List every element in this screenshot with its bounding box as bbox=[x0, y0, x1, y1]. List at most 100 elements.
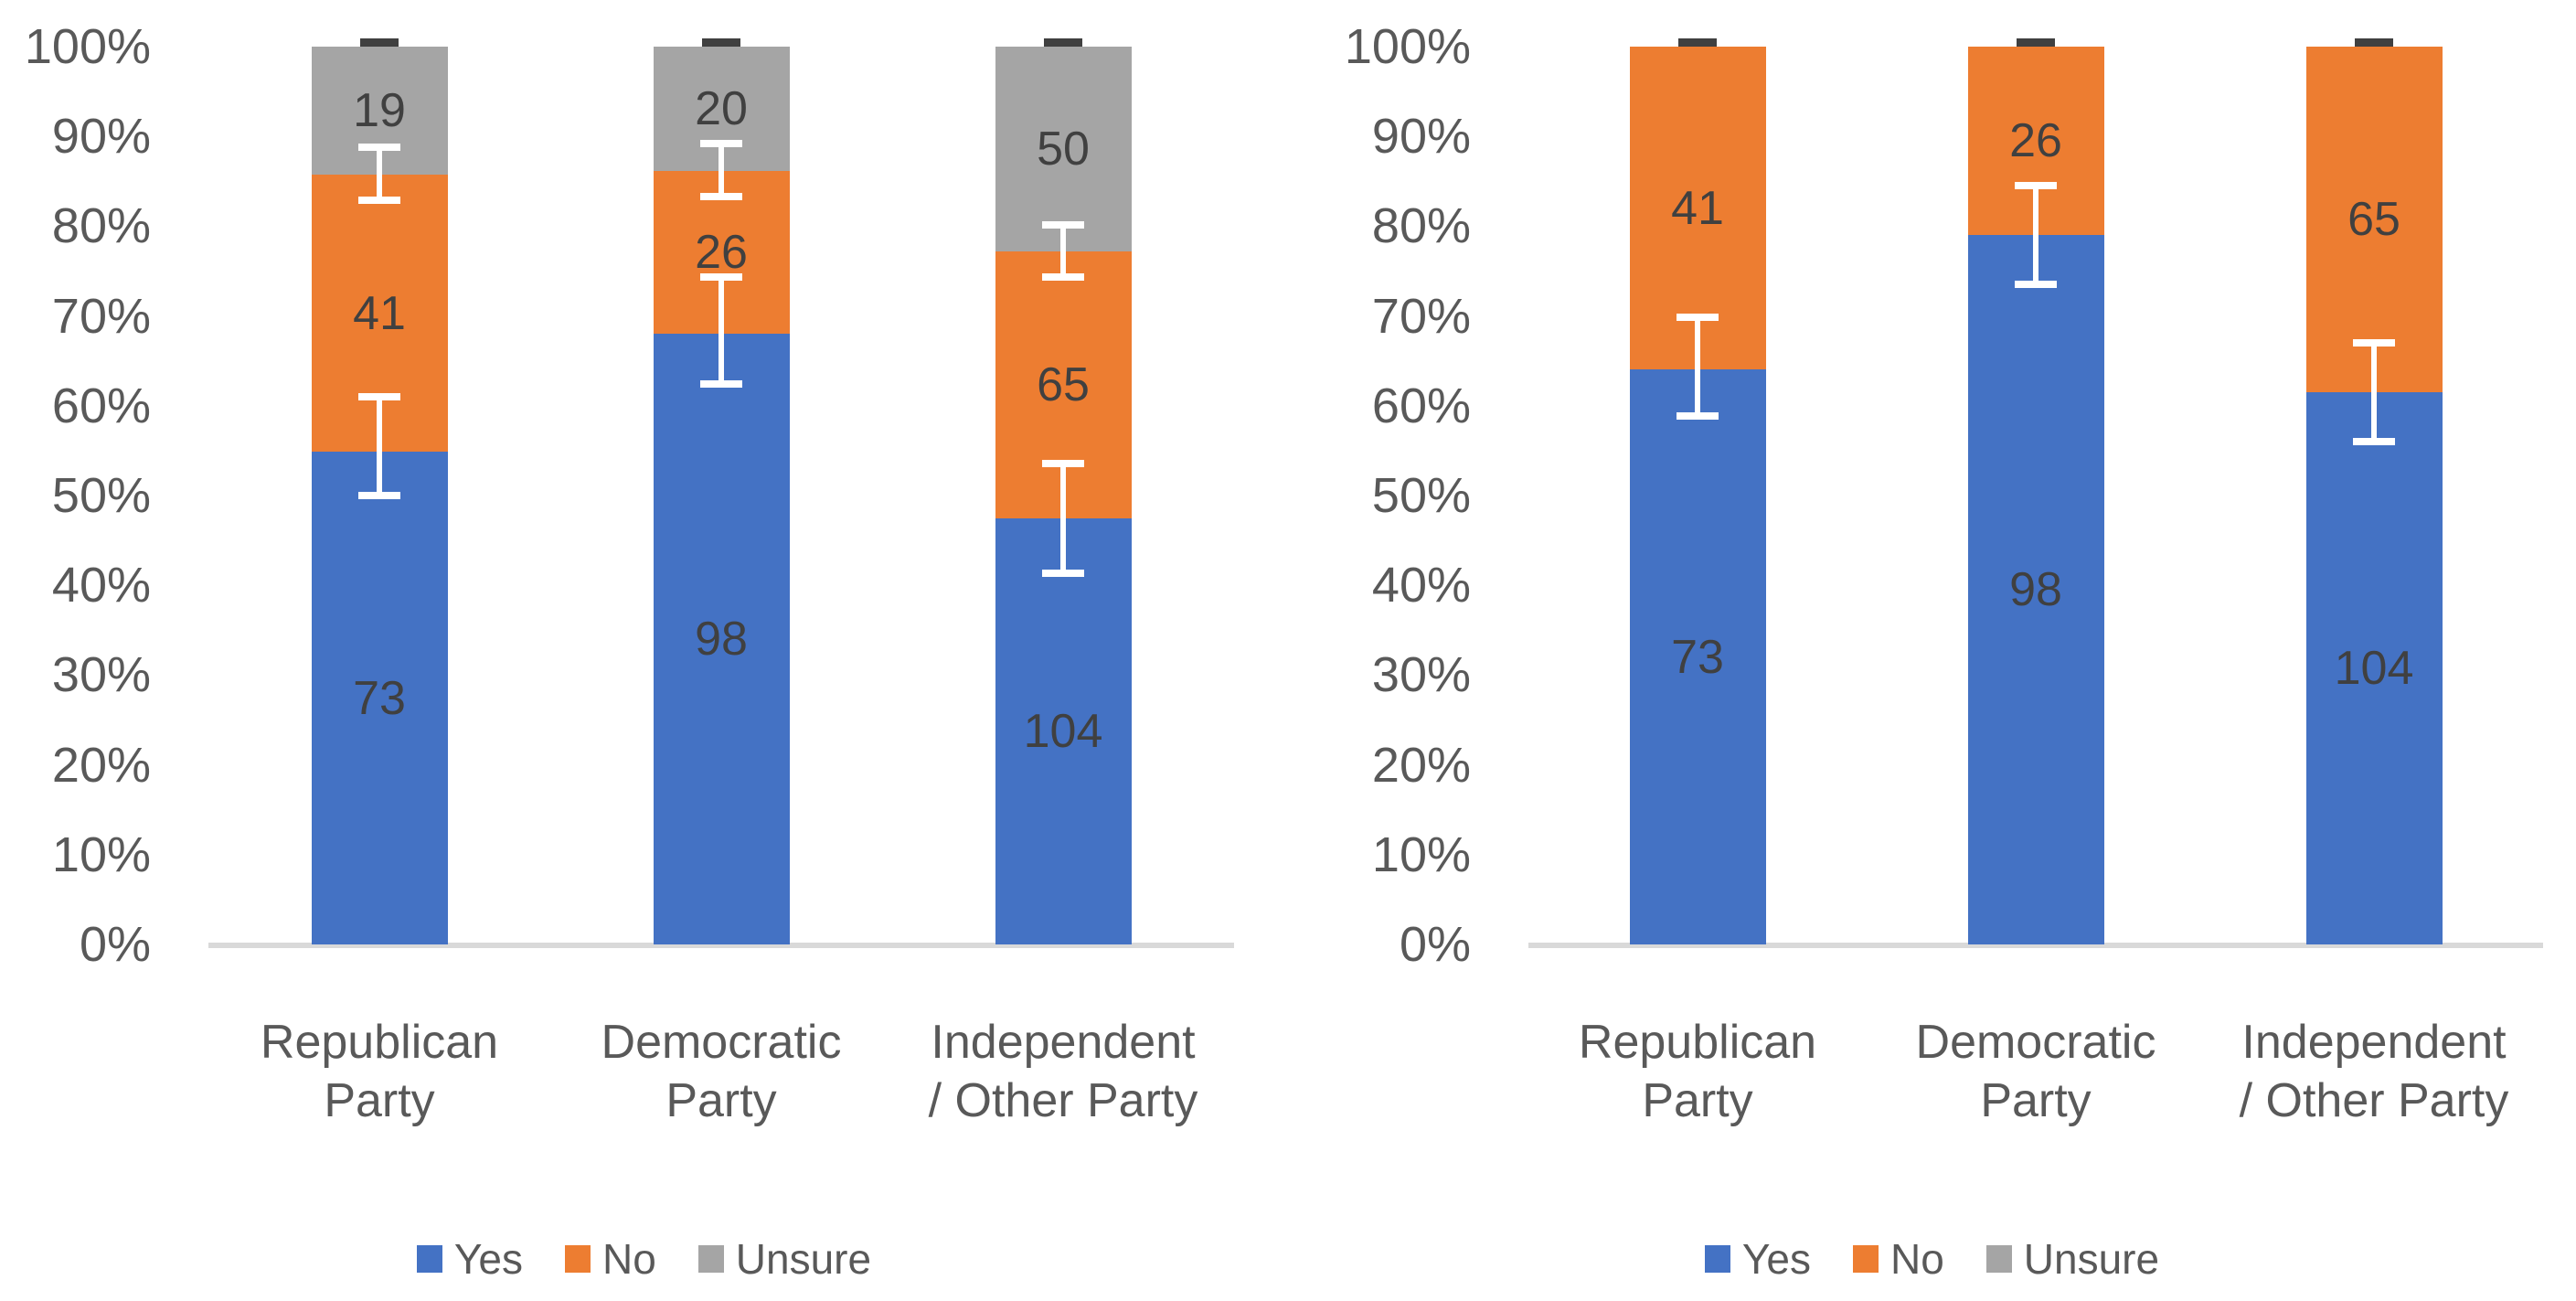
y-axis-tick-label: 70% bbox=[1371, 288, 1471, 344]
y-axis-tick-label: 30% bbox=[1371, 647, 1471, 703]
error-bar-cap bbox=[1042, 221, 1084, 229]
error-bar-cap bbox=[2015, 281, 2057, 289]
top-error-bar-cap bbox=[2017, 38, 2055, 47]
segment-value-label: 98 bbox=[2009, 562, 2062, 616]
error-bar-cap bbox=[700, 140, 742, 148]
error-bar-line bbox=[2371, 343, 2377, 443]
legend-swatch-yes-icon bbox=[1704, 1245, 1730, 1273]
y-axis-tick-label: 40% bbox=[51, 558, 151, 613]
y-axis-tick-label: 80% bbox=[51, 198, 151, 254]
error-bar-line bbox=[1060, 463, 1066, 574]
bar-segment-yes bbox=[995, 517, 1132, 944]
top-error-bar-cap bbox=[2355, 38, 2393, 47]
error-bar-cap bbox=[358, 143, 400, 151]
segment-value-label: 65 bbox=[1037, 357, 1090, 411]
legend-swatch-no-icon bbox=[1852, 1245, 1879, 1273]
y-axis-tick-label: 70% bbox=[51, 288, 151, 344]
segment-value-label: 26 bbox=[695, 226, 748, 280]
error-bar-cap bbox=[2353, 339, 2395, 347]
legend-label: No bbox=[601, 1235, 656, 1283]
error-bar-cap bbox=[1677, 313, 1719, 321]
y-axis-tick-label: 90% bbox=[51, 109, 151, 165]
y-axis-tick-label: 80% bbox=[1371, 198, 1471, 254]
legend-label: No bbox=[1889, 1235, 1944, 1283]
category-label: Independent / Other Party bbox=[2239, 1016, 2509, 1127]
error-bar-line bbox=[1695, 316, 1700, 416]
segment-value-label: 104 bbox=[1023, 704, 1103, 758]
error-bar-line bbox=[377, 146, 382, 200]
y-axis-tick-label: 60% bbox=[51, 378, 151, 433]
y-axis-tick-label: 50% bbox=[1371, 468, 1471, 523]
bar-segment-no bbox=[2305, 47, 2443, 392]
segment-value-label: 19 bbox=[353, 84, 406, 138]
top-error-bar-cap bbox=[702, 38, 740, 47]
top-error-bar-cap bbox=[360, 38, 399, 47]
segment-value-label: 50 bbox=[1037, 123, 1090, 176]
legend-label: Unsure bbox=[735, 1235, 872, 1283]
error-bar-cap bbox=[358, 392, 400, 400]
error-bar-cap bbox=[700, 380, 742, 389]
error-bar-cap bbox=[1677, 411, 1719, 420]
y-axis-tick-label: 60% bbox=[1371, 378, 1471, 433]
category-label: Independent / Other Party bbox=[928, 1016, 1198, 1127]
y-axis-tick-label: 40% bbox=[1371, 558, 1471, 613]
legend: Yes No Unsure bbox=[0, 1234, 1288, 1284]
bar-segment-yes bbox=[1629, 369, 1766, 944]
error-bar-line bbox=[719, 144, 724, 197]
stacked-bar-chart-with-unsure: 0% 10% 20% 30% 40% 50% 60% 70% 80% 90% 100% 73 41 19 R… bbox=[0, 19, 1288, 1284]
y-axis-tick-label: 10% bbox=[1371, 826, 1471, 882]
legend-item-no: No bbox=[1852, 1234, 1944, 1284]
bar-segment-yes bbox=[2305, 391, 2443, 944]
category-label: Democratic Party bbox=[601, 1016, 842, 1127]
top-error-bar-cap bbox=[1678, 38, 1717, 47]
legend-item-unsure: Unsure bbox=[697, 1234, 872, 1284]
segment-value-label: 41 bbox=[353, 286, 406, 340]
error-bar-cap bbox=[2015, 182, 2057, 190]
bar-segment-yes bbox=[653, 333, 790, 944]
legend-swatch-no-icon bbox=[564, 1245, 591, 1273]
error-bar-line bbox=[377, 396, 382, 496]
legend-item-no: No bbox=[564, 1234, 656, 1284]
category-label: Republican Party bbox=[1578, 1016, 1817, 1127]
legend-label: Unsure bbox=[2023, 1235, 2160, 1283]
error-bar-cap bbox=[2353, 438, 2395, 446]
segment-value-label: 26 bbox=[2009, 113, 2062, 167]
legend-swatch-yes-icon bbox=[416, 1245, 442, 1273]
segment-value-label: 65 bbox=[2347, 192, 2400, 246]
bar-segment-unsure bbox=[995, 47, 1132, 252]
error-bar-cap bbox=[700, 273, 742, 282]
legend: Yes No Unsure bbox=[1288, 1234, 2576, 1284]
segment-value-label: 20 bbox=[695, 82, 748, 136]
legend-item-yes: Yes bbox=[416, 1234, 523, 1284]
legend-swatch-unsure-icon bbox=[1985, 1245, 2012, 1273]
y-axis-tick-label: 20% bbox=[1371, 737, 1471, 793]
bar-segment-yes bbox=[1967, 234, 2104, 944]
segment-value-label: 73 bbox=[353, 671, 406, 725]
y-axis-tick-label: 0% bbox=[1399, 917, 1471, 972]
y-axis-tick-label: 10% bbox=[51, 826, 151, 882]
y-axis-tick-label: 20% bbox=[51, 737, 151, 793]
segment-value-label: 104 bbox=[2334, 641, 2414, 695]
error-bar-cap bbox=[1042, 273, 1084, 282]
error-bar-cap bbox=[358, 492, 400, 499]
legend-label: Yes bbox=[1741, 1235, 1811, 1283]
segment-value-label: 41 bbox=[1671, 181, 1724, 235]
y-axis-tick-label: 100% bbox=[24, 19, 151, 74]
category-label: Democratic Party bbox=[1915, 1016, 2156, 1127]
x-axis-line bbox=[1528, 943, 2543, 948]
segment-value-label: 98 bbox=[695, 612, 748, 666]
bar-segment-yes bbox=[311, 452, 448, 944]
y-axis-tick-label: 30% bbox=[51, 647, 151, 703]
error-bar-cap bbox=[700, 192, 742, 200]
segment-value-label: 73 bbox=[1671, 630, 1724, 684]
top-error-bar-cap bbox=[1044, 38, 1082, 47]
y-axis-tick-label: 100% bbox=[1344, 19, 1471, 74]
x-axis-line bbox=[208, 943, 1234, 948]
y-axis-tick-label: 0% bbox=[79, 917, 151, 972]
y-axis-tick-label: 50% bbox=[51, 468, 151, 523]
legend-label: Yes bbox=[453, 1235, 523, 1283]
y-axis-tick-label: 90% bbox=[1371, 109, 1471, 165]
legend-swatch-unsure-icon bbox=[697, 1245, 724, 1273]
legend-item-unsure: Unsure bbox=[1985, 1234, 2160, 1284]
